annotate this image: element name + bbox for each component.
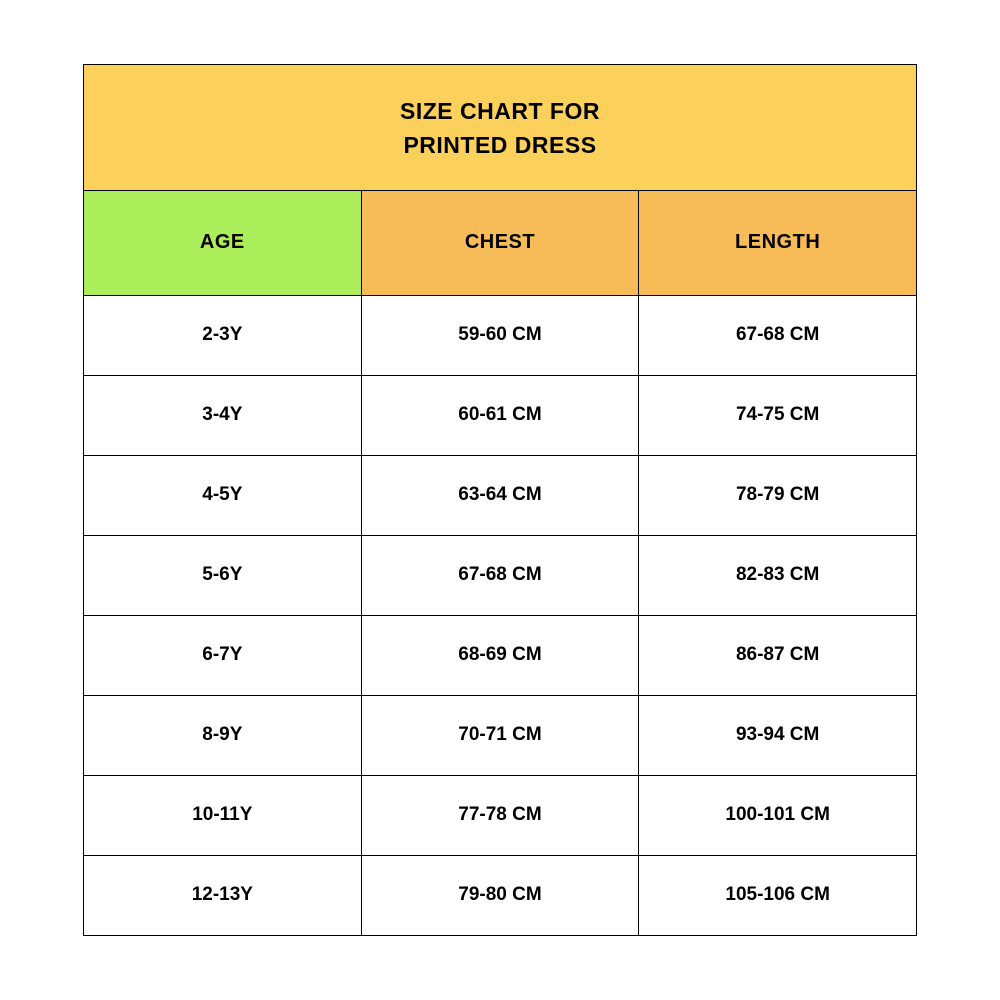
cell-chest: 77-78 CM xyxy=(361,775,639,855)
title-line-2: PRINTED DRESS xyxy=(403,132,596,158)
table-row: 5-6Y67-68 CM82-83 CM xyxy=(84,535,917,615)
table-row: 12-13Y79-80 CM105-106 CM xyxy=(84,855,917,935)
cell-length: 100-101 CM xyxy=(639,775,917,855)
cell-chest: 59-60 CM xyxy=(361,295,639,375)
cell-age: 2-3Y xyxy=(84,295,362,375)
cell-chest: 63-64 CM xyxy=(361,455,639,535)
cell-chest: 70-71 CM xyxy=(361,695,639,775)
cell-chest: 67-68 CM xyxy=(361,535,639,615)
cell-chest: 68-69 CM xyxy=(361,615,639,695)
cell-length: 74-75 CM xyxy=(639,375,917,455)
cell-chest: 79-80 CM xyxy=(361,855,639,935)
title-line-1: SIZE CHART FOR xyxy=(400,98,600,124)
chart-title: SIZE CHART FOR PRINTED DRESS xyxy=(84,65,917,191)
cell-length: 105-106 CM xyxy=(639,855,917,935)
header-row: AGE CHEST LENGTH xyxy=(84,190,917,295)
cell-age: 3-4Y xyxy=(84,375,362,455)
table-row: 2-3Y59-60 CM67-68 CM xyxy=(84,295,917,375)
table-row: 10-11Y77-78 CM100-101 CM xyxy=(84,775,917,855)
cell-age: 8-9Y xyxy=(84,695,362,775)
table-row: 4-5Y63-64 CM78-79 CM xyxy=(84,455,917,535)
cell-length: 78-79 CM xyxy=(639,455,917,535)
cell-age: 5-6Y xyxy=(84,535,362,615)
cell-chest: 60-61 CM xyxy=(361,375,639,455)
cell-length: 86-87 CM xyxy=(639,615,917,695)
title-row: SIZE CHART FOR PRINTED DRESS xyxy=(84,65,917,191)
table-body: 2-3Y59-60 CM67-68 CM3-4Y60-61 CM74-75 CM… xyxy=(84,295,917,935)
size-chart: SIZE CHART FOR PRINTED DRESS AGE CHEST L… xyxy=(83,64,917,936)
cell-age: 10-11Y xyxy=(84,775,362,855)
cell-length: 82-83 CM xyxy=(639,535,917,615)
cell-age: 6-7Y xyxy=(84,615,362,695)
table-row: 3-4Y60-61 CM74-75 CM xyxy=(84,375,917,455)
cell-length: 93-94 CM xyxy=(639,695,917,775)
cell-length: 67-68 CM xyxy=(639,295,917,375)
cell-age: 4-5Y xyxy=(84,455,362,535)
header-age: AGE xyxy=(84,190,362,295)
table-row: 6-7Y68-69 CM86-87 CM xyxy=(84,615,917,695)
header-chest: CHEST xyxy=(361,190,639,295)
header-length: LENGTH xyxy=(639,190,917,295)
cell-age: 12-13Y xyxy=(84,855,362,935)
table-row: 8-9Y70-71 CM93-94 CM xyxy=(84,695,917,775)
size-chart-table: SIZE CHART FOR PRINTED DRESS AGE CHEST L… xyxy=(83,64,917,936)
